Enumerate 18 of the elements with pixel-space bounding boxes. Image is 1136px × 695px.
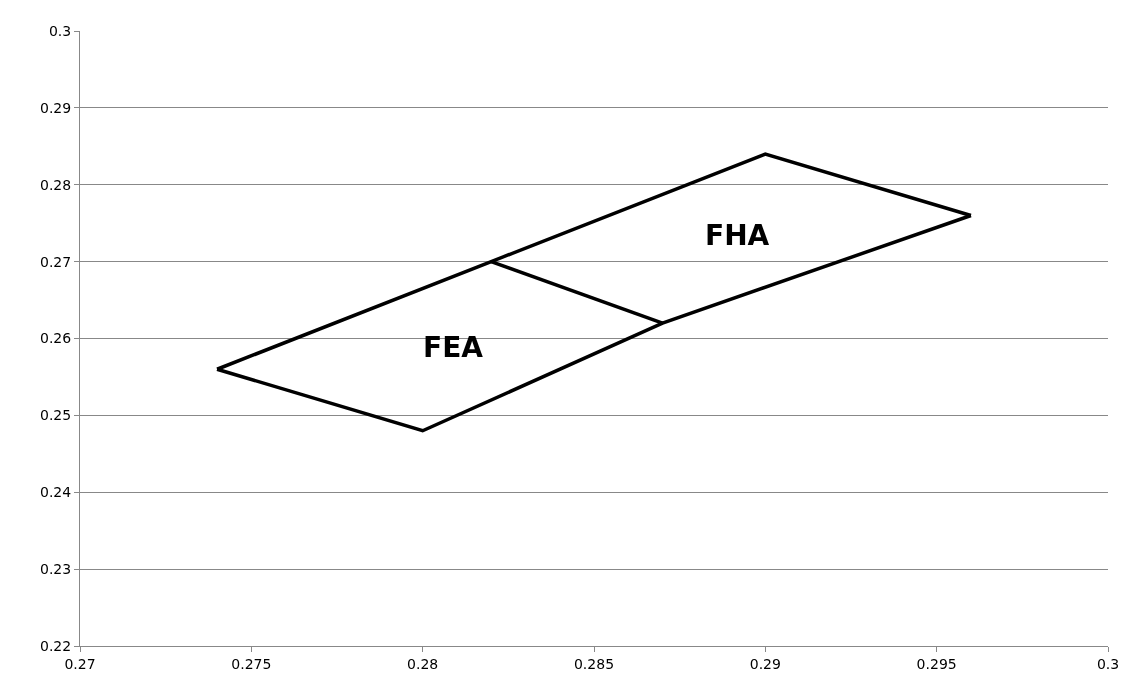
y-tick-label: 0.29 bbox=[40, 99, 72, 116]
y-tick-label: 0.3 bbox=[48, 22, 72, 39]
annotation: FHA bbox=[705, 219, 770, 252]
y-tick-label: 0.28 bbox=[40, 176, 72, 193]
x-tick-label: 0.3 bbox=[1096, 655, 1120, 672]
annotation: FEA bbox=[423, 331, 484, 364]
y-tick-label: 0.23 bbox=[40, 561, 72, 578]
y-tick-label: 0.22 bbox=[40, 637, 72, 654]
y-tick-label: 0.24 bbox=[40, 484, 72, 501]
y-tick-label: 0.26 bbox=[40, 330, 72, 347]
x-tick-label: 0.275 bbox=[231, 655, 272, 672]
x-tick-label: 0.285 bbox=[573, 655, 615, 672]
x-tick-label: 0.29 bbox=[749, 655, 781, 672]
x-tick-label: 0.27 bbox=[64, 655, 96, 672]
x-tick-label: 0.28 bbox=[407, 655, 439, 672]
y-tick-label: 0.25 bbox=[40, 407, 72, 424]
x-tick-label: 0.295 bbox=[916, 655, 957, 672]
y-tick-label: 0.27 bbox=[40, 253, 72, 270]
